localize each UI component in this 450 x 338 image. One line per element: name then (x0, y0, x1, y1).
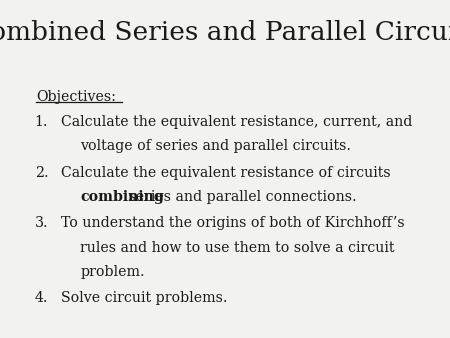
Text: Combined Series and Parallel Circuits: Combined Series and Parallel Circuits (0, 20, 450, 45)
Text: To understand the origins of both of Kirchhoff’s: To understand the origins of both of Kir… (61, 216, 405, 231)
Text: voltage of series and parallel circuits.: voltage of series and parallel circuits. (80, 140, 351, 153)
Text: 4.: 4. (35, 291, 48, 305)
Text: Objectives:: Objectives: (36, 90, 116, 103)
Text: combining: combining (80, 190, 164, 204)
Text: Calculate the equivalent resistance, current, and: Calculate the equivalent resistance, cur… (61, 115, 412, 129)
Text: 2.: 2. (35, 166, 48, 180)
Text: 3.: 3. (35, 216, 48, 231)
Text: Calculate the equivalent resistance of circuits: Calculate the equivalent resistance of c… (61, 166, 391, 180)
Text: Solve circuit problems.: Solve circuit problems. (61, 291, 227, 305)
Text: series and parallel connections.: series and parallel connections. (124, 190, 357, 204)
Text: problem.: problem. (80, 265, 145, 279)
Text: rules and how to use them to solve a circuit: rules and how to use them to solve a cir… (80, 241, 395, 255)
Text: 1.: 1. (35, 115, 48, 129)
